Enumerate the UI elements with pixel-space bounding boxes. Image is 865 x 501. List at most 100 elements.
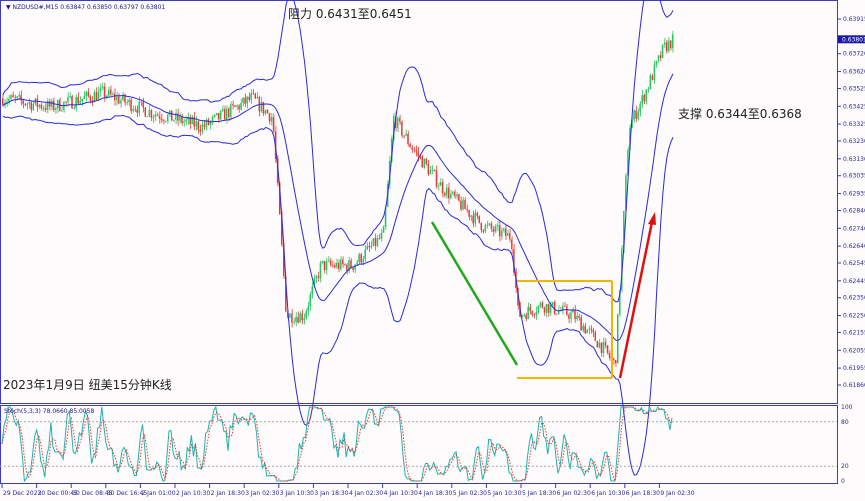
candle-body [244,97,246,104]
candle-body [50,100,53,107]
candle-body [83,96,85,99]
candle-body [303,318,305,321]
candle-body [401,121,403,136]
time-tick-label: 4 Jan 10:30 [384,490,418,497]
candle-body [36,98,39,107]
candle-body [669,40,672,49]
candle-body [616,314,619,364]
candle-body [309,294,311,307]
candle-body [484,224,487,232]
candle-body [134,109,136,111]
candle-body [478,215,480,223]
candle-body [232,104,234,106]
candle-body [319,263,322,279]
candle-body [592,329,594,333]
range-box [517,280,613,379]
candle-body [54,108,57,111]
candle-body [242,97,244,103]
candle-body [75,96,77,108]
candle-body [486,224,489,226]
candle-body [87,91,89,97]
candle-body [653,64,656,81]
candle-body [519,305,521,317]
time-tick-label: 3 Jan 02:30 [245,490,279,497]
candle-body [659,55,662,58]
candle-body [46,101,49,110]
time-tick-label: 4 Jan 18:30 [418,490,452,497]
price-tick-label: 0.62935 [843,191,865,198]
candle-body [555,313,558,315]
candle-body [533,314,535,316]
candle-body [598,342,601,348]
candle-body [445,187,448,196]
candle-body [368,245,370,248]
candle-body [272,117,275,132]
candle-body [342,259,344,265]
candle-body [452,191,454,194]
candle-body [507,233,509,236]
candle-body [293,322,295,323]
candle-body [201,124,203,132]
price-tick-label: 0.62155 [843,329,865,336]
stoch-d-line [1,406,673,483]
candle-body [376,237,379,246]
candle-body [492,228,495,232]
candle-body [366,245,368,250]
time-tick-label: 2 Jan 18:30 [211,490,245,497]
ohlc-values: 0.63847 0.63850 0.63797 0.63801 [60,4,165,11]
candle-body [107,89,110,96]
candle-body [588,328,590,330]
candle-body [572,310,574,313]
dropdown-icon[interactable]: ▼ [6,4,13,11]
price-tick-label: 0.62055 [843,347,865,354]
candle-body [91,100,94,103]
candle-body [415,150,417,152]
candle-body [403,135,405,137]
arrow-head-icon [648,212,656,225]
candle-body [338,262,340,270]
time-tick-label: 30 Dec 00:45 [38,490,79,497]
candle-body [537,305,539,313]
candle-body [240,102,242,110]
candle-body [191,116,193,124]
time-tick-label: 5 Jan 02:30 [453,490,487,497]
candle-body [95,92,98,101]
candle-body [217,113,220,120]
candle-body [189,117,191,124]
candle-body [67,97,69,102]
candle-body [511,239,513,250]
candle-body [521,315,523,317]
time-tick-label: 30 Dec 08:45 [72,490,113,497]
candle-body [460,200,462,210]
candle-body [504,228,507,236]
candle-body [20,95,22,101]
candle-body [407,133,409,145]
stoch-level-label: 0 [841,478,845,485]
price-tick-label: 0.62445 [843,278,865,285]
candle-body [61,110,63,112]
candles-group [2,30,674,367]
time-tick-label: 29 Dec 2022 [3,490,42,497]
candle-body [8,98,10,102]
candle-body [472,215,474,224]
candle-body [250,93,252,100]
candle-body [333,265,336,268]
candle-body [645,89,647,102]
candle-body [340,259,342,270]
candle-body [619,290,621,315]
candle-body [317,276,320,279]
candle-body [661,44,664,58]
candle-body [568,314,570,319]
candle-body [429,170,432,175]
candle-body [584,325,586,334]
candle-body [199,129,201,132]
candle-body [260,101,263,112]
candle-body [79,101,81,104]
candle-body [390,138,393,162]
candle-body [264,110,267,114]
candle-body [301,313,303,321]
